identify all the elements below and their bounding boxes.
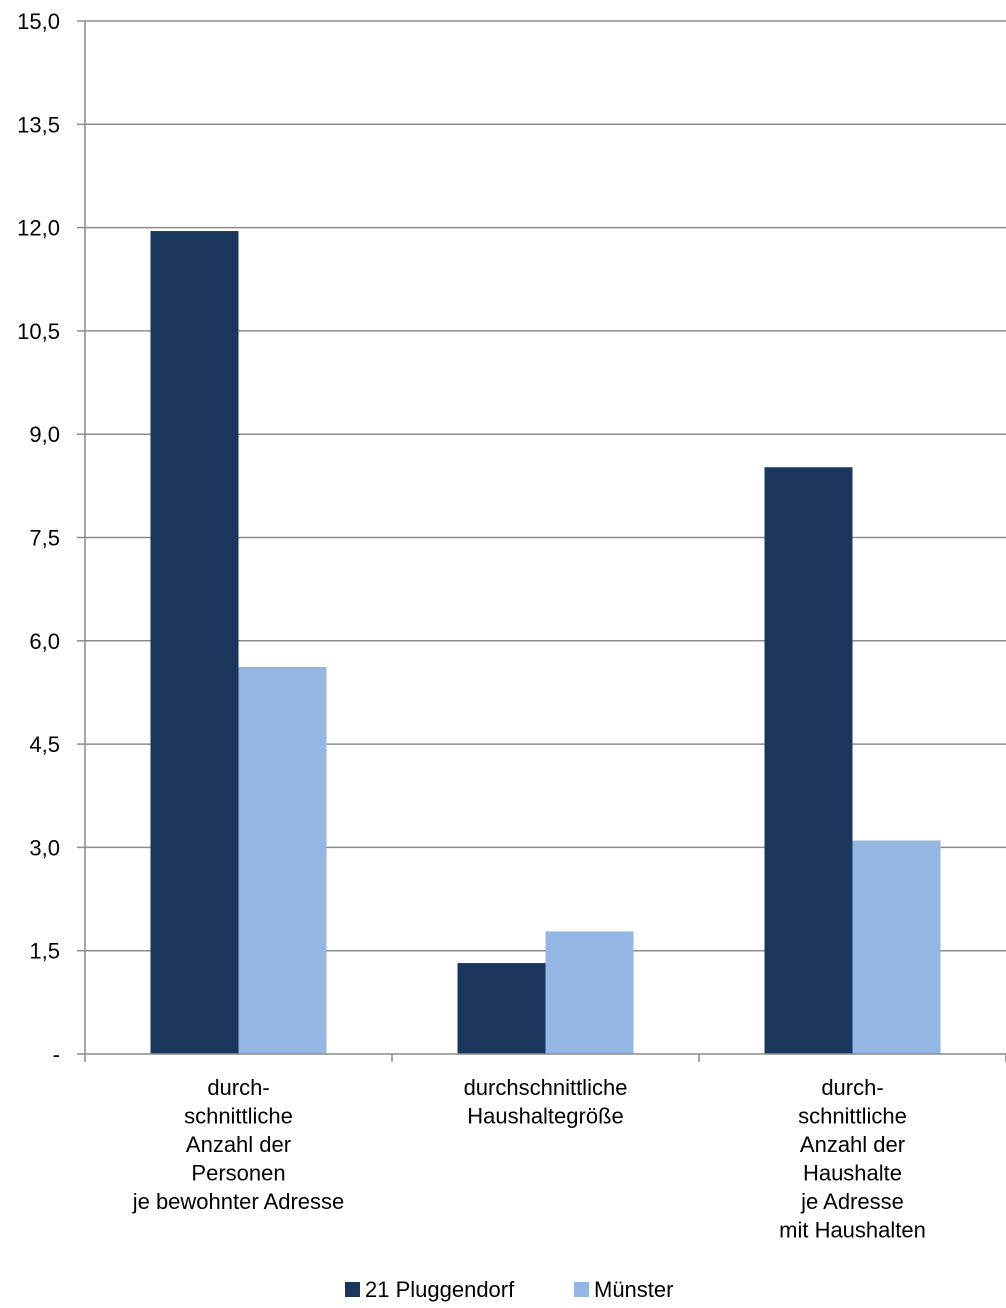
x-tick-label: durch-schnittliche Anzahl der Personen je b…	[132, 1075, 345, 1214]
legend-swatch	[574, 1282, 589, 1297]
bar	[545, 931, 634, 1054]
y-tick-label: 13,5	[17, 112, 60, 137]
y-axis-ticks: - 1,5 3,0 4,5 6,0 7,5 9,0 10,5 12,0 13,5 15,0	[17, 9, 85, 1067]
x-tick-label-line: durch-	[207, 1075, 269, 1100]
x-tick-label-line: schnittliche	[184, 1104, 293, 1129]
bar	[150, 231, 239, 1054]
bar	[764, 467, 853, 1055]
x-tick-label-line: Personen	[191, 1161, 285, 1186]
legend: 21 Pluggendorf Münster	[345, 1277, 673, 1302]
x-tick-label-line: schnittliche	[798, 1104, 907, 1129]
x-tick-label-line: Anzahl der	[800, 1132, 905, 1157]
x-tick-label-line: durch-	[821, 1075, 883, 1100]
y-tick-label: 3,0	[29, 835, 60, 860]
x-axis-labels: durch-schnittliche Anzahl der Personen je b…	[132, 1075, 926, 1243]
bar	[238, 666, 327, 1054]
legend-swatch	[345, 1282, 360, 1297]
legend-label: Münster	[594, 1277, 673, 1302]
y-tick-label: 12,0	[17, 216, 60, 241]
bar	[852, 840, 941, 1054]
y-tick-label: 6,0	[29, 629, 60, 654]
y-tick-label: -	[53, 1042, 60, 1067]
x-tick-label-line: Anzahl der	[186, 1132, 291, 1157]
x-tick-label-line: je bewohnter Adresse	[132, 1189, 345, 1214]
y-tick-label: 10,5	[17, 319, 60, 344]
y-tick-label: 4,5	[29, 732, 60, 757]
y-tick-label: 15,0	[17, 9, 60, 34]
bar	[457, 963, 546, 1054]
bars	[150, 231, 941, 1055]
legend-label: 21 Pluggendorf	[365, 1277, 515, 1302]
x-tick-label: durch-schnittliche Anzahl der Haushalte je …	[779, 1075, 926, 1243]
y-tick-label: 1,5	[29, 939, 60, 964]
x-tick-label: durchschnittliche Haushaltegröße	[464, 1075, 628, 1129]
x-tick-label-line: Haushalte	[803, 1161, 902, 1186]
x-tick-label-line: Haushaltegröße	[467, 1104, 624, 1129]
x-tick-label-line: durchschnittliche	[464, 1075, 628, 1100]
y-tick-label: 9,0	[29, 422, 60, 447]
x-tick-label-line: mit Haushalten	[779, 1218, 926, 1243]
x-tick-label-line: je Adresse	[800, 1189, 904, 1214]
y-tick-label: 7,5	[29, 526, 60, 551]
